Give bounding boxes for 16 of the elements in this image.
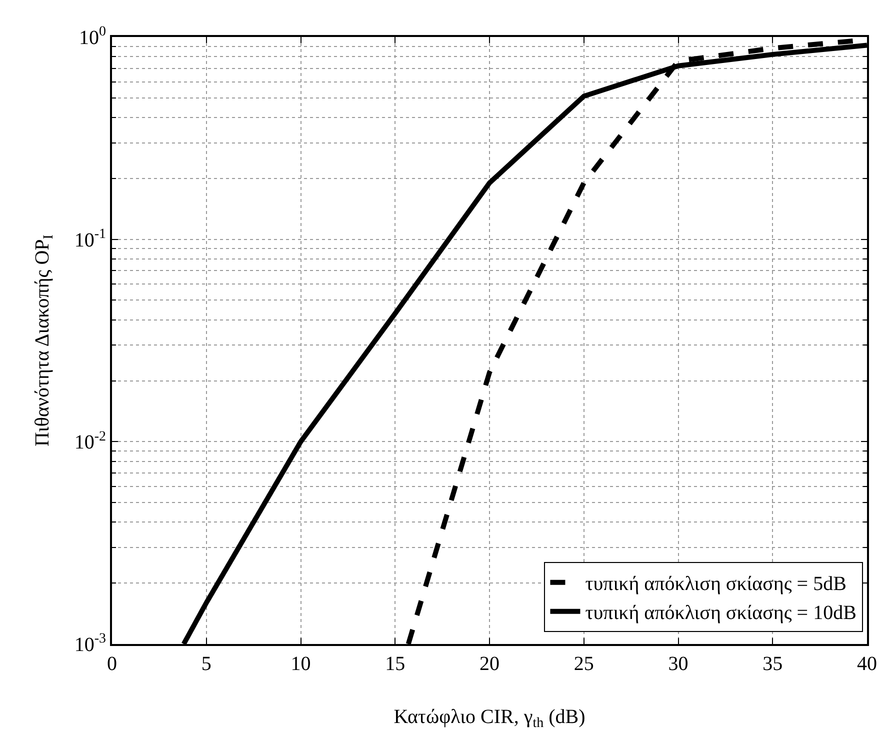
x-tick-label: 20 — [480, 653, 500, 675]
x-tick-label: 30 — [668, 653, 688, 675]
x-tick-label: 40 — [857, 653, 877, 675]
y-tick-label: 10$^{-1}$ — [74, 226, 106, 252]
x-tick-label: 0 — [107, 653, 117, 675]
y-tick-label: 10$^{-3}$ — [74, 632, 106, 656]
y-tick-label: 10$^{-2}$ — [74, 429, 106, 454]
x-tick-label: 5 — [201, 653, 212, 675]
x-axis-title: Κατώφλιο CIR, γ$_{th}$ (dB) — [394, 706, 586, 732]
x-tick-label: 10 — [290, 653, 311, 675]
legend-label: τυπική απόκλιση σκίασης = 5dB — [585, 573, 846, 596]
x-tick-label: 15 — [385, 653, 406, 675]
legend-label: τυπική απόκλιση σκίασης = 10dB — [585, 602, 856, 624]
x-tick-label: 25 — [574, 653, 594, 675]
x-tick-label: 35 — [762, 653, 783, 675]
y-tick-label: 10$^{0}$ — [79, 24, 106, 49]
